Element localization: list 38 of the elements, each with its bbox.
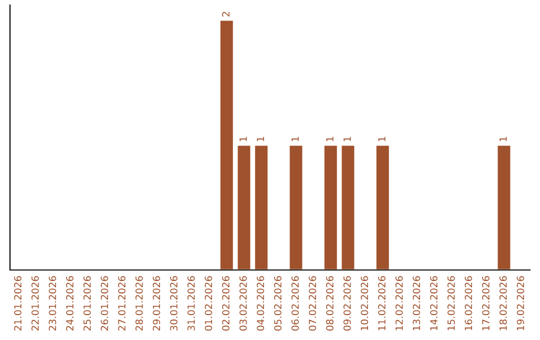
x-tick-label: 15.02.2026 [447,276,455,330]
x-tick-label: 28.01.2026 [135,276,143,331]
x-tick-label: 16.02.2026 [464,276,472,330]
x-tick-label: 11.02.2026 [378,276,386,330]
x-tick-label: 27.01.2026 [118,276,126,331]
x-tick-label: 14.02.2026 [430,276,438,330]
x-tick-label: 22.01.2026 [31,276,39,331]
x-tick-label: 25.01.2026 [83,276,91,331]
x-tick-label: 24.01.2026 [66,276,74,331]
data-label: 1 [326,136,334,142]
x-tick-label: 23.01.2026 [48,276,56,331]
x-tick-label: 30.01.2026 [170,276,178,330]
x-tick-label: 04.02.2026 [256,276,264,331]
x-tick-label: 03.02.2026 [239,276,247,331]
data-label: 1 [292,136,299,142]
x-tick-label: 05.02.2026 [274,276,282,331]
x-tick-label: 02.02.2026 [222,276,230,331]
x-tick-label: 29.01.2026 [152,276,160,331]
data-label: 1 [500,136,507,142]
x-tick-label: 21.01.2026 [14,276,22,331]
x-tick-label: 01.02.2026 [204,276,212,331]
x-tick-label: 06.02.2026 [291,276,299,331]
x-tick-label: 08.02.2026 [326,276,334,331]
x-tick-label: 31.01.2026 [187,276,195,330]
data-label: 1 [378,136,386,142]
data-label: 2 [222,12,230,17]
x-tick-label: 18.02.2026 [499,276,507,330]
data-label: 1 [256,136,264,142]
x-tick-label: 26.01.2026 [100,276,108,331]
x-tick-label: 17.02.2026 [482,276,490,330]
x-tick-label: 12.02.2026 [395,276,403,330]
x-tick-label: 13.02.2026 [412,276,420,330]
data-label: 1 [344,136,351,142]
data-label: 1 [240,136,247,142]
x-tick-label: 09.02.2026 [343,276,351,331]
x-tick-label: 10.02.2026 [360,276,368,330]
x-tick-label: 19.02.2026 [516,276,524,330]
x-tick-label: 07.02.2026 [308,276,316,331]
